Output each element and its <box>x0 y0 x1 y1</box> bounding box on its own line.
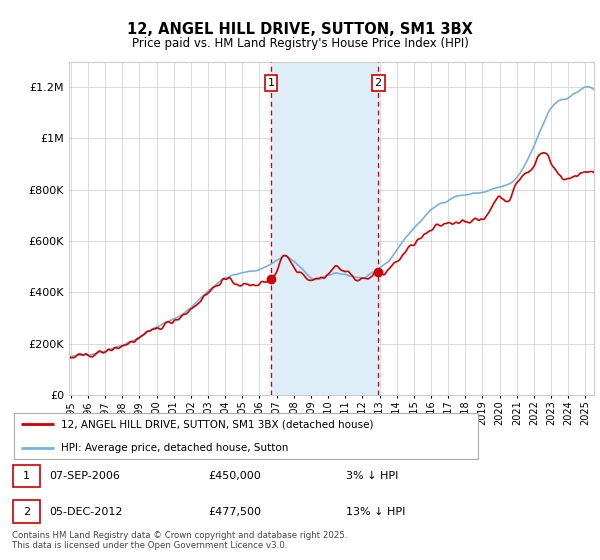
Text: HPI: Average price, detached house, Sutton: HPI: Average price, detached house, Sutt… <box>61 443 289 453</box>
Bar <box>271 62 378 395</box>
Text: 12, ANGEL HILL DRIVE, SUTTON, SM1 3BX (detached house): 12, ANGEL HILL DRIVE, SUTTON, SM1 3BX (d… <box>61 419 374 430</box>
FancyBboxPatch shape <box>13 465 40 487</box>
Text: 07-SEP-2006: 07-SEP-2006 <box>49 471 121 481</box>
Text: 2: 2 <box>374 78 382 88</box>
Text: Price paid vs. HM Land Registry's House Price Index (HPI): Price paid vs. HM Land Registry's House … <box>131 37 469 50</box>
Text: 12, ANGEL HILL DRIVE, SUTTON, SM1 3BX: 12, ANGEL HILL DRIVE, SUTTON, SM1 3BX <box>127 22 473 38</box>
FancyBboxPatch shape <box>13 501 40 523</box>
Text: 3% ↓ HPI: 3% ↓ HPI <box>346 471 398 481</box>
Text: 1: 1 <box>268 78 274 88</box>
Text: £477,500: £477,500 <box>208 507 261 517</box>
FancyBboxPatch shape <box>14 413 478 459</box>
Text: 2: 2 <box>23 507 30 517</box>
Text: 13% ↓ HPI: 13% ↓ HPI <box>346 507 406 517</box>
Text: 05-DEC-2012: 05-DEC-2012 <box>49 507 123 517</box>
Text: 1: 1 <box>23 471 30 481</box>
Text: Contains HM Land Registry data © Crown copyright and database right 2025.
This d: Contains HM Land Registry data © Crown c… <box>12 531 347 550</box>
Text: £450,000: £450,000 <box>208 471 260 481</box>
